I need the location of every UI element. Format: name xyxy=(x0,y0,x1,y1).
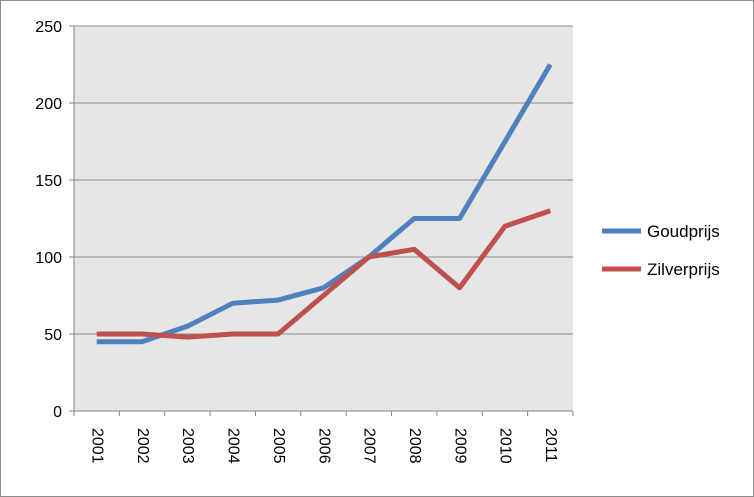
y-tick-label-100: 100 xyxy=(35,250,62,267)
x-tick-label-2001: 2001 xyxy=(88,428,105,464)
y-tick-label-150: 150 xyxy=(35,173,62,190)
x-tick-label-2002: 2002 xyxy=(134,428,151,464)
x-tick-label-2004: 2004 xyxy=(225,428,242,464)
y-tick-label-50: 50 xyxy=(44,327,62,344)
x-tick-label-2003: 2003 xyxy=(179,428,196,464)
y-tick-label-0: 0 xyxy=(53,404,62,421)
x-tick-label-2008: 2008 xyxy=(406,428,423,464)
y-tick-label-200: 200 xyxy=(35,96,62,113)
x-tick-label-2010: 2010 xyxy=(497,428,514,464)
legend: Goudprijs Zilverprijs xyxy=(602,222,720,279)
x-tick-label-2005: 2005 xyxy=(270,428,287,464)
x-tick-label-2011: 2011 xyxy=(542,428,559,463)
legend-label-zilverprijs: Zilverprijs xyxy=(647,260,720,279)
y-tick-label-250: 250 xyxy=(35,19,62,36)
x-tick-label-2009: 2009 xyxy=(451,428,468,464)
legend-label-goudprijs: Goudprijs xyxy=(647,222,720,241)
plot-area: 0 50 100 150 200 250 2001 2002 2003 2004 2005 2006 2… xyxy=(35,19,574,464)
plot-background xyxy=(74,26,573,411)
x-tick-label-2007: 2007 xyxy=(361,428,378,464)
series-line-goudprijs xyxy=(96,63,553,345)
series-line-zilverprijs xyxy=(96,208,552,340)
x-tick-label-2006: 2006 xyxy=(315,428,332,464)
